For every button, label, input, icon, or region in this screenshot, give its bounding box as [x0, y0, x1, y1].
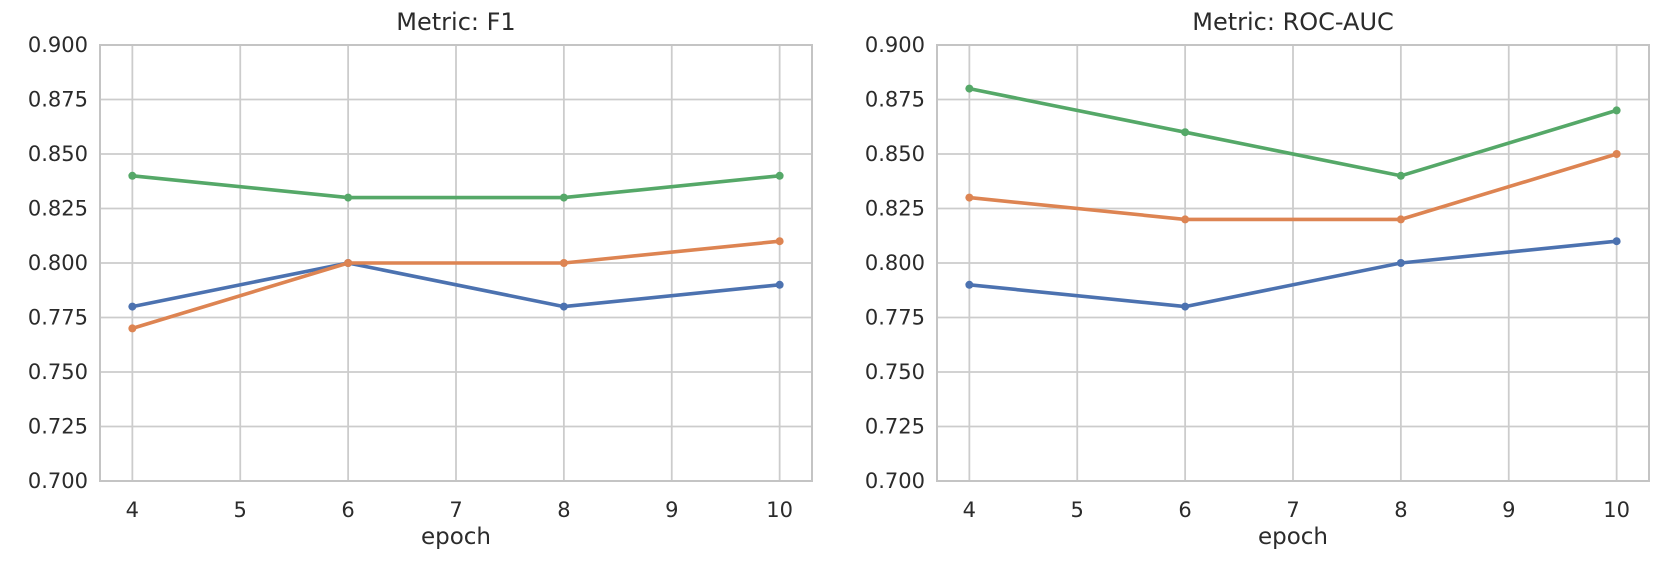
- y-tick-label: 0.750: [28, 360, 88, 384]
- chart-f1: 0.700 0.725 0.750 0.775 0.800 0.825 0.850 0.875…: [0, 0, 836, 565]
- y-tick-label: 0.750: [865, 360, 925, 384]
- plot-area-roc-auc: 0.700 0.725 0.750 0.775 0.800 0.825 0.850 0.875…: [865, 33, 1650, 522]
- x-tick-label: 5: [234, 498, 247, 522]
- x-tick-label: 5: [1071, 498, 1084, 522]
- orange-series-marker: [965, 193, 974, 202]
- y-tick-label: 0.850: [865, 142, 925, 166]
- x-tick-label: 8: [1394, 498, 1407, 522]
- y-tick-label: 0.775: [28, 306, 88, 330]
- orange-series-marker: [1396, 215, 1405, 224]
- blue-series-marker: [775, 280, 784, 289]
- y-tick-label: 0.825: [865, 197, 925, 221]
- y-tick-label: 0.875: [865, 88, 925, 112]
- green-series-marker: [559, 193, 568, 202]
- green-series-marker: [344, 193, 353, 202]
- x-tick-label: 9: [665, 498, 678, 522]
- orange-series-line: [967, 152, 1619, 222]
- x-axis-label-f1: epoch: [420, 524, 492, 550]
- orange-series-marker: [1181, 215, 1190, 224]
- plot-border: [99, 44, 813, 482]
- y-tick-label: 0.725: [28, 415, 88, 439]
- orange-series-marker: [775, 237, 784, 246]
- orange-series-marker: [344, 259, 353, 267]
- chart-title-f1: Metric: F1: [396, 8, 516, 36]
- orange-series-marker: [559, 259, 568, 267]
- chart-roc-auc: 0.700 0.725 0.750 0.775 0.800 0.825 0.850 0.875…: [837, 0, 1673, 565]
- y-tick-label: 0.700: [28, 469, 88, 493]
- blue-series-marker: [1612, 237, 1621, 246]
- blue-series-marker: [1181, 302, 1190, 311]
- y-tick-label: 0.700: [865, 469, 925, 493]
- chart-title-roc-auc: Metric: ROC-AUC: [1192, 8, 1394, 36]
- x-tick-label: 9: [1502, 498, 1515, 522]
- blue-series-marker: [128, 302, 137, 311]
- y-tick-label: 0.800: [28, 251, 88, 275]
- y-tick-label: 0.775: [865, 306, 925, 330]
- x-tick-label: 4: [126, 498, 139, 522]
- x-tick-label: 7: [449, 498, 462, 522]
- y-tick-label: 0.825: [28, 197, 88, 221]
- orange-series-marker: [128, 324, 137, 333]
- green-series-marker: [775, 171, 784, 180]
- x-tick-label: 8: [557, 498, 570, 522]
- blue-series-line: [130, 261, 782, 309]
- green-series-line: [967, 86, 1619, 178]
- plot-border: [936, 44, 1650, 482]
- green-series-marker: [128, 171, 137, 180]
- y-tick-label: 0.900: [28, 33, 88, 57]
- y-tick-label: 0.800: [865, 251, 925, 275]
- green-series-marker: [1396, 171, 1405, 180]
- x-tick-label: 10: [766, 498, 793, 522]
- blue-series-marker: [1396, 259, 1405, 267]
- x-tick-label: 7: [1286, 498, 1299, 522]
- green-series-line: [130, 174, 782, 200]
- orange-series-marker: [1612, 150, 1621, 158]
- y-tick-label: 0.725: [865, 415, 925, 439]
- orange-series-line: [130, 239, 782, 331]
- blue-series-marker: [559, 302, 568, 311]
- green-series-marker: [965, 84, 974, 93]
- x-tick-label: 10: [1603, 498, 1630, 522]
- x-axis-label-roc-auc: epoch: [1257, 524, 1329, 550]
- y-tick-label: 0.900: [865, 33, 925, 57]
- x-tick-label: 6: [1178, 498, 1191, 522]
- y-tick-label: 0.850: [28, 142, 88, 166]
- blue-series-line: [967, 239, 1619, 309]
- blue-series-marker: [965, 280, 974, 289]
- x-tick-label: 4: [963, 498, 976, 522]
- plot-area-f1: 0.700 0.725 0.750 0.775 0.800 0.825 0.850 0.875…: [28, 33, 813, 522]
- green-series-marker: [1612, 106, 1621, 115]
- y-tick-label: 0.875: [28, 88, 88, 112]
- x-tick-label: 6: [341, 498, 354, 522]
- green-series-marker: [1181, 128, 1190, 137]
